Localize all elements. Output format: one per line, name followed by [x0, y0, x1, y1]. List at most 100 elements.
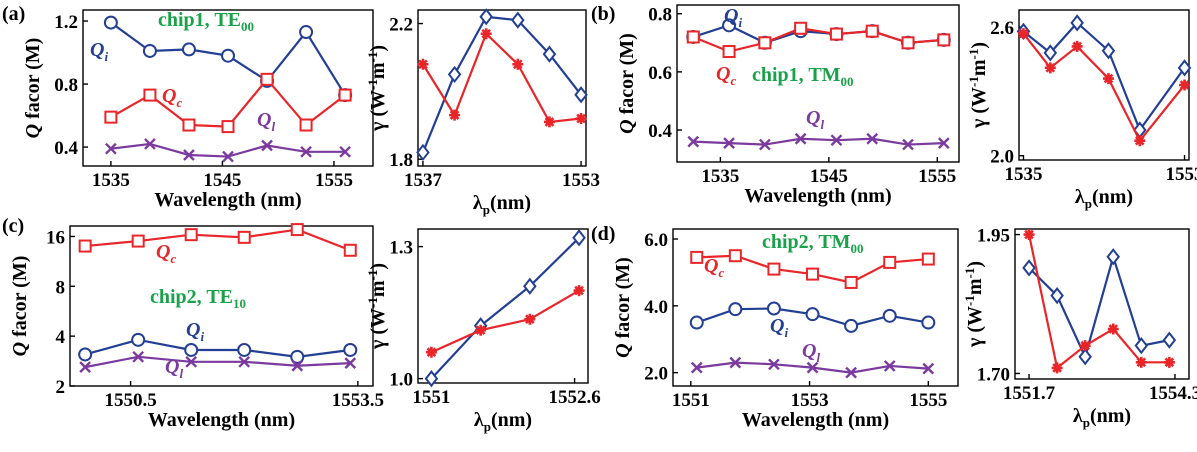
data-point	[882, 308, 897, 323]
data-point	[480, 28, 492, 40]
data-point	[300, 145, 312, 158]
data-point	[829, 27, 843, 41]
data-point	[690, 250, 704, 264]
x-tick-label: 1553	[562, 170, 600, 191]
data-point	[768, 358, 780, 371]
series-q-i	[689, 301, 936, 333]
data-point	[260, 72, 274, 86]
y-tick-label: 8	[56, 277, 66, 298]
data-point	[689, 315, 704, 330]
data-point	[1134, 337, 1149, 355]
x-tick-label: 1545	[203, 170, 241, 191]
x-tick-label: 1551	[672, 390, 710, 411]
x-tick-label: 1550.5	[104, 390, 156, 411]
data-point	[1134, 135, 1146, 147]
plot-frame	[69, 225, 374, 387]
series-label-q-c: Qc	[716, 63, 736, 88]
x-tick-label: 1555	[918, 166, 956, 187]
x-tick-label: 1554.3	[1149, 383, 1197, 404]
data-point	[479, 8, 493, 26]
data-point	[238, 355, 251, 368]
panel-d_q: 1551 1553 1555 2.0 4.0 6.0 Wavelength (nm) Q fa…	[591, 223, 959, 431]
data-point	[105, 142, 117, 155]
data-point	[290, 349, 305, 364]
series-red-series	[425, 285, 585, 358]
series-label-q-i: Qi	[770, 315, 788, 340]
data-point	[339, 145, 351, 158]
x-axis-label: λp(nm)	[474, 409, 532, 434]
data-point	[572, 229, 586, 247]
data-point	[758, 36, 772, 50]
data-point	[132, 350, 145, 363]
y-axis-label: Q facor (M)	[9, 256, 31, 357]
data-point	[901, 36, 915, 50]
data-point	[299, 118, 313, 132]
plot-frame	[417, 228, 589, 384]
data-point	[182, 118, 196, 132]
series-line	[430, 289, 580, 354]
series-red-series	[417, 28, 587, 128]
data-point	[1051, 362, 1063, 374]
series-q-c	[104, 72, 352, 134]
y-tick-label: 2.2	[389, 15, 413, 36]
series-red-series	[1017, 28, 1191, 147]
series-q-i	[78, 332, 358, 364]
data-point	[759, 138, 771, 151]
panel-b_q: 1535 1545 1555 0.4 0.6 0.8 Wavelength (nm) Q fa…	[591, 3, 960, 207]
y-tick-label: 16	[46, 227, 65, 248]
x-tick-label: 1545	[810, 166, 848, 187]
panel-label: (c)	[2, 215, 24, 237]
data-point	[806, 267, 820, 281]
y-axis-label: γ (W-1m-1)	[365, 45, 389, 132]
data-point	[1050, 287, 1064, 305]
y-tick-label: 4	[56, 327, 66, 348]
data-point	[767, 262, 781, 276]
data-point	[183, 149, 195, 161]
plot-frame	[676, 4, 960, 163]
data-point	[1135, 356, 1147, 368]
x-tick-label: 1537	[404, 170, 443, 191]
series-q-l	[105, 138, 351, 163]
data-point	[883, 255, 897, 269]
data-point	[806, 361, 819, 374]
series-line	[421, 15, 582, 153]
data-point	[78, 239, 92, 253]
data-point	[1022, 259, 1036, 277]
data-point	[921, 252, 935, 266]
data-point	[543, 116, 555, 128]
data-point	[299, 25, 314, 40]
series-line	[1028, 252, 1170, 360]
data-point	[723, 137, 735, 149]
data-point	[687, 135, 700, 148]
panel-label: (d)	[591, 223, 615, 245]
data-point	[237, 342, 252, 357]
series-q-c	[78, 223, 357, 257]
panel-c_q: 1550.5 1553.5 2 4 8 16 Wavelength (nm) Q facor …	[2, 215, 384, 431]
data-point	[794, 132, 807, 145]
series-label-q-i: Qi	[186, 319, 204, 344]
y-tick-label: 1.0	[389, 370, 413, 391]
data-point	[766, 301, 781, 316]
data-point	[1071, 40, 1083, 52]
x-tick-label: 1551.7	[1003, 383, 1056, 404]
series-line	[1022, 32, 1186, 143]
x-tick-label: 1552.6	[548, 387, 600, 408]
data-point	[844, 275, 858, 289]
series-label-q-c: Qc	[156, 241, 176, 266]
data-point	[921, 315, 936, 330]
data-point	[1023, 229, 1035, 241]
series-line	[422, 31, 582, 124]
data-point	[261, 139, 273, 152]
data-point	[524, 313, 536, 325]
data-point	[104, 110, 118, 124]
data-point	[830, 134, 843, 147]
series-label-q-l: Ql	[802, 340, 820, 365]
plot-frame	[672, 228, 959, 387]
chip-annotation: chip2, TM00	[762, 231, 864, 256]
x-tick-label: 1535	[701, 166, 739, 187]
series-label-q-l: Ql	[165, 356, 183, 381]
series-q-c	[690, 249, 935, 289]
data-point	[728, 249, 742, 263]
series-blue-series	[424, 229, 586, 388]
series-line	[84, 355, 351, 369]
